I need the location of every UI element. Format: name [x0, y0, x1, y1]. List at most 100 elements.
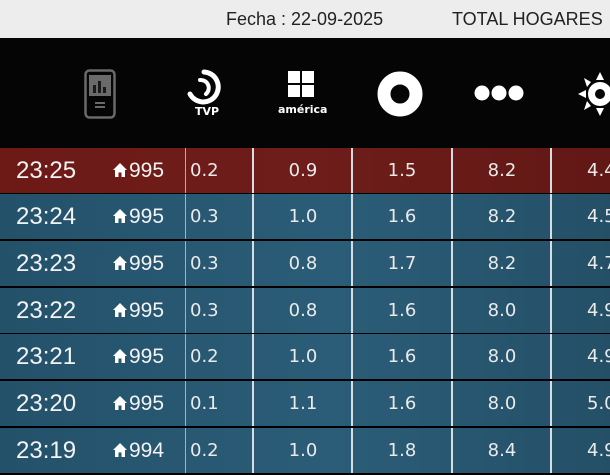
column-divider: [550, 194, 552, 239]
column-divider: [451, 334, 453, 379]
row-homes-count: 994: [129, 439, 165, 462]
row-homes-count: 995: [129, 345, 165, 368]
rating-value: 1.8: [387, 440, 417, 461]
circle-ring-logo-icon[interactable]: [377, 71, 423, 117]
table-row[interactable]: 23:24 995 0.3 1.0 1.6 8.2 4.5: [0, 194, 610, 239]
house-icon: [113, 396, 127, 410]
table-row[interactable]: 23:20 995 0.1 1.1 1.6 8.0 5.0: [0, 381, 610, 426]
column-divider: [252, 428, 254, 473]
rating-value: 0.9: [288, 160, 318, 181]
row-homes-count: 995: [129, 205, 165, 228]
column-divider: [451, 194, 453, 239]
rating-value: 1.0: [288, 206, 318, 227]
rating-value: 8.0: [487, 300, 517, 321]
column-divider: [252, 148, 254, 193]
column-divider: [185, 428, 186, 473]
column-divider: [451, 428, 453, 473]
row-time: 23:21: [16, 343, 77, 370]
column-divider: [252, 381, 254, 426]
tvp-logo-text: TVP: [195, 105, 219, 118]
row-homes: 994: [112, 428, 164, 473]
device-chart-icon[interactable]: [84, 69, 116, 119]
rating-value: 1.1: [288, 393, 318, 414]
house-icon: [113, 349, 127, 363]
row-homes: 995: [112, 241, 164, 286]
row-homes-count: 995: [129, 159, 165, 182]
america-logo-icon[interactable]: américa: [274, 71, 330, 119]
row-homes: 995: [112, 381, 164, 426]
rating-value: 0.3: [190, 206, 219, 227]
three-dots-logo-icon[interactable]: [474, 82, 524, 104]
house-icon: [113, 209, 127, 223]
table-row[interactable]: 23:23 995 0.3 0.8 1.7 8.2 4.7: [0, 241, 610, 286]
row-time: 23:24: [16, 203, 77, 230]
column-divider: [351, 381, 353, 426]
rating-value: 4.9: [587, 346, 610, 367]
rating-value: 5.0: [587, 393, 610, 414]
table-row-current[interactable]: 23:25 995 0.2 0.9 1.5 8.2 4.4: [0, 148, 610, 193]
column-divider: [252, 241, 254, 286]
rating-value: 0.2: [190, 346, 219, 367]
row-time: 23:22: [16, 297, 77, 324]
column-divider: [185, 288, 186, 333]
rating-value: 1.7: [387, 253, 417, 274]
row-time: 23:20: [16, 390, 77, 417]
sun-logo-icon[interactable]: [574, 70, 610, 118]
rating-value: 1.6: [387, 300, 417, 321]
rating-value: 8.2: [487, 206, 517, 227]
rating-value: 4.5: [587, 206, 610, 227]
rating-value: 1.6: [387, 346, 417, 367]
rating-value: 4.9: [587, 300, 610, 321]
table-row[interactable]: 23:22 995 0.3 0.8 1.6 8.0 4.9: [0, 288, 610, 333]
rating-value: 0.1: [190, 393, 219, 414]
channel-header: TVP américa: [0, 38, 610, 148]
column-divider: [550, 148, 552, 193]
rating-value: 0.3: [190, 300, 219, 321]
rating-value: 8.0: [487, 393, 517, 414]
ratings-table: 23:25 995 0.2 0.9 1.5 8.2 4.4 23:24 995 0.3 1.0 1.6…: [0, 148, 610, 475]
column-divider: [550, 381, 552, 426]
column-divider: [252, 288, 254, 333]
rating-value: 4.4: [587, 160, 610, 181]
row-time: 23:25: [16, 157, 77, 184]
column-divider: [185, 194, 186, 239]
column-divider: [451, 241, 453, 286]
rating-value: 1.6: [387, 393, 417, 414]
rating-value: 1.6: [387, 206, 417, 227]
row-homes-count: 995: [129, 392, 165, 415]
column-divider: [252, 334, 254, 379]
column-divider: [252, 194, 254, 239]
row-homes: 995: [112, 194, 164, 239]
row-homes: 995: [112, 334, 164, 379]
total-homes-title: TOTAL HOGARES: [452, 9, 603, 29]
column-divider: [550, 428, 552, 473]
rating-value: 4.9: [587, 440, 610, 461]
rating-value: 8.2: [487, 253, 517, 274]
top-bar: Fecha : 22-09-2025 TOTAL HOGARES: [0, 0, 610, 38]
row-homes-count: 995: [129, 252, 165, 275]
column-divider: [351, 148, 353, 193]
column-divider: [185, 334, 186, 379]
row-homes: 995: [112, 148, 164, 193]
row-time: 23:23: [16, 250, 77, 277]
column-divider: [451, 288, 453, 333]
column-divider: [351, 288, 353, 333]
column-divider: [451, 381, 453, 426]
column-divider: [451, 148, 453, 193]
column-divider: [550, 288, 552, 333]
table-row[interactable]: 23:21 995 0.2 1.0 1.6 8.0 4.9: [0, 334, 610, 379]
tvp-logo-icon[interactable]: TVP: [182, 68, 226, 120]
rating-value: 4.7: [587, 253, 610, 274]
column-divider: [185, 148, 186, 193]
date-label: Fecha : 22-09-2025: [226, 9, 384, 29]
row-homes: 995: [112, 288, 164, 333]
column-divider: [351, 241, 353, 286]
house-icon: [113, 443, 127, 457]
house-icon: [113, 303, 127, 317]
column-divider: [185, 381, 186, 426]
rating-value: 1.5: [387, 160, 417, 181]
column-divider: [351, 428, 353, 473]
rating-value: 0.3: [190, 253, 219, 274]
table-row[interactable]: 23:19 994 0.2 1.0 1.8 8.4 4.9: [0, 428, 610, 473]
row-time: 23:19: [16, 437, 77, 464]
